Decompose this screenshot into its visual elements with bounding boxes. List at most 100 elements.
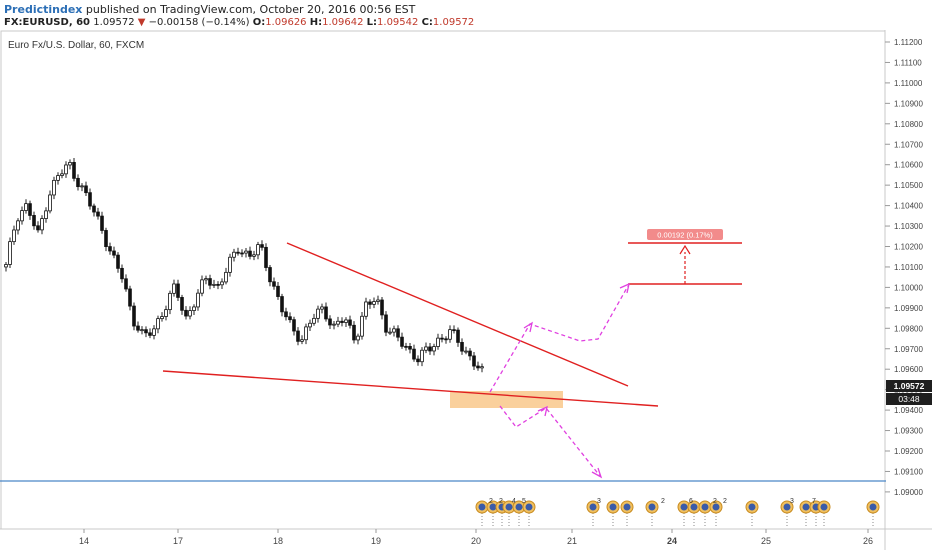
candle-body bbox=[36, 225, 40, 231]
candle-body bbox=[280, 296, 284, 313]
candle-body bbox=[108, 246, 112, 252]
candle-body bbox=[348, 319, 352, 326]
candle-body bbox=[324, 306, 328, 320]
price-tick-label: 1.10200 bbox=[894, 243, 923, 252]
price-tick-label: 1.10100 bbox=[894, 263, 923, 272]
candle-body bbox=[104, 230, 108, 247]
candle-body bbox=[288, 316, 292, 321]
candle-body bbox=[228, 256, 232, 273]
close-label: C: bbox=[421, 17, 433, 28]
candle-body bbox=[92, 205, 96, 213]
price-tick-label: 1.10400 bbox=[894, 202, 923, 211]
author-link[interactable]: Predictindex bbox=[4, 3, 83, 16]
candle-body bbox=[216, 283, 220, 286]
price-tick-label: 1.10000 bbox=[894, 283, 923, 292]
candle-body bbox=[284, 311, 288, 318]
candle-body bbox=[404, 345, 408, 348]
price-tick-label: 1.09200 bbox=[894, 447, 923, 456]
candle-body bbox=[272, 281, 276, 287]
candle-body bbox=[356, 335, 360, 341]
flag-icon bbox=[515, 503, 523, 511]
candle-body bbox=[428, 346, 432, 352]
price-tick-label: 1.10500 bbox=[894, 181, 923, 190]
price-tick-label: 1.10900 bbox=[894, 99, 923, 108]
price-tick-label: 1.09000 bbox=[894, 488, 923, 497]
open-value: 1.09626 bbox=[265, 17, 307, 28]
candle-body bbox=[296, 330, 300, 342]
candle-body bbox=[156, 318, 160, 330]
candle-body bbox=[416, 358, 420, 363]
candle-body bbox=[412, 348, 416, 360]
candle-body bbox=[124, 278, 128, 290]
time-tick-label: 26 bbox=[863, 536, 873, 546]
candle-body bbox=[260, 244, 264, 248]
candle-body bbox=[40, 218, 44, 231]
bullish-projection-path[interactable] bbox=[489, 285, 629, 393]
candle-body bbox=[152, 328, 156, 336]
candle-body bbox=[232, 251, 236, 258]
candle-body bbox=[188, 310, 192, 317]
drawings[interactable]: 0.00192 (0.17%) bbox=[0, 229, 886, 482]
candle-body bbox=[304, 326, 308, 341]
time-tick-label: 20 bbox=[471, 536, 481, 546]
symbol-label[interactable]: FX:EURUSD, 60 bbox=[4, 17, 91, 28]
candle-body bbox=[76, 177, 80, 188]
candle-body bbox=[476, 365, 480, 369]
candle-body bbox=[116, 254, 120, 269]
support-zone[interactable] bbox=[450, 391, 563, 408]
price-tick-label: 1.10800 bbox=[894, 120, 923, 129]
candle-body bbox=[80, 185, 84, 188]
candle-body bbox=[364, 301, 368, 317]
candle-body bbox=[136, 325, 140, 331]
candle-body bbox=[20, 210, 24, 222]
candle-body bbox=[316, 308, 320, 319]
candle-body bbox=[448, 329, 452, 340]
high-value: 1.09642 bbox=[322, 17, 364, 28]
time-tick-label: 14 bbox=[79, 536, 89, 546]
candle-body bbox=[464, 350, 468, 353]
flag-icon bbox=[478, 503, 486, 511]
candle-body bbox=[172, 283, 176, 294]
flag-icon bbox=[690, 503, 698, 511]
candle-body bbox=[204, 278, 208, 281]
published-text: published on TradingView.com, October 20… bbox=[85, 3, 416, 16]
candle-body bbox=[440, 337, 444, 340]
event-count: 2 bbox=[489, 498, 493, 505]
price-chart[interactable]: Euro Fx/U.S. Dollar, 60, FXCM 1.112001.1… bbox=[0, 30, 932, 550]
candle-body bbox=[4, 264, 8, 268]
time-axis: 14 17 18 19 20 21 24 25 26 bbox=[79, 529, 873, 546]
price-tick-label: 1.09800 bbox=[894, 324, 923, 333]
event-count: 2 bbox=[713, 498, 717, 505]
measure-arrowhead[interactable] bbox=[679, 244, 691, 255]
price-tick-label: 1.09400 bbox=[894, 406, 923, 415]
triangle-upper-trendline[interactable] bbox=[286, 242, 629, 387]
bearish-projection-path[interactable] bbox=[499, 405, 601, 477]
candle-body bbox=[244, 250, 248, 254]
flag-icon bbox=[648, 503, 656, 511]
flag-icon bbox=[869, 503, 877, 511]
triangle-lower-trendline[interactable] bbox=[162, 370, 659, 407]
event-count: 2 bbox=[499, 498, 503, 505]
candle-body bbox=[208, 278, 212, 286]
measure-label-bg bbox=[647, 229, 723, 240]
bullish-arrowhead-2 bbox=[619, 282, 630, 294]
candle-body bbox=[264, 246, 268, 268]
last-price: 1.09572 bbox=[93, 17, 135, 28]
time-tick-label: 17 bbox=[173, 536, 183, 546]
candle-body bbox=[140, 329, 144, 332]
candle-body bbox=[252, 254, 256, 257]
candle-body bbox=[368, 301, 372, 305]
candle-body bbox=[472, 355, 476, 367]
candle-body bbox=[112, 250, 116, 256]
candle-body bbox=[372, 301, 376, 305]
candle-body bbox=[224, 271, 228, 283]
candle-body bbox=[164, 309, 168, 317]
candle-body bbox=[396, 328, 400, 338]
price-tick-label: 1.09600 bbox=[894, 365, 923, 374]
candle-body bbox=[24, 203, 28, 211]
candle-body bbox=[336, 320, 340, 325]
candle-body bbox=[68, 162, 72, 166]
event-count: 3 bbox=[790, 498, 794, 505]
event-count: 6 bbox=[689, 498, 693, 505]
